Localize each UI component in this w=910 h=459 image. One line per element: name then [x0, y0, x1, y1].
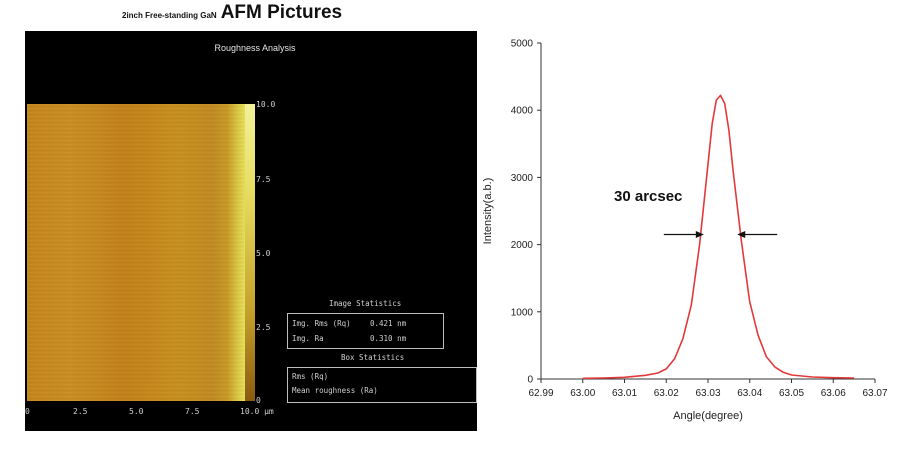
x-tick-label: 63.01 — [612, 388, 637, 399]
x-tick-label: 63.00 — [570, 388, 595, 399]
image-stats-box — [287, 313, 444, 349]
x-tick-label: 63.05 — [779, 388, 804, 399]
y-tick-label: 3000 — [511, 173, 534, 184]
x-tick-label: 63.06 — [821, 388, 846, 399]
afm-x-tick: 7.5 — [185, 407, 200, 416]
chart-ticks: 62.99 63.00 63.01 63.02 63.03 63.04 63.05 63.06… — [511, 39, 888, 400]
fwhm-right-arrow-head — [737, 231, 746, 239]
y-tick-label: 4000 — [511, 106, 534, 117]
title-main: AFM Pictures — [220, 2, 343, 23]
afm-panel: Roughness Analysis 10.0 7.5 5.0 2.5 0 0 … — [25, 31, 477, 431]
title-prefix: 2inch Free-standing GaN — [122, 11, 217, 20]
afm-x-tick: 0 — [25, 407, 30, 416]
rms-value: 0.421 nm — [370, 319, 407, 328]
fwhm-left-arrow-head — [695, 231, 704, 239]
afm-x-tick: 2.5 — [73, 407, 88, 416]
afm-height-image — [27, 104, 245, 401]
afm-colorbar — [245, 104, 255, 401]
page-title: 2inch Free-standing GaN AFM Pictures — [122, 2, 342, 28]
colorbar-tick: 0 — [256, 396, 261, 405]
annotation-label: 30 arcsec — [614, 188, 682, 205]
chart-annotation — [663, 231, 778, 239]
colorbar-tick: 10.0 — [256, 100, 276, 109]
y-tick-label: 0 — [527, 375, 533, 386]
chart-axes — [540, 43, 875, 380]
x-tick-label: 63.04 — [737, 388, 762, 399]
colorbar-tick: 5.0 — [256, 249, 271, 258]
rms-label: Img. Rms (Rq) — [292, 319, 351, 328]
y-tick-label: 1000 — [511, 307, 534, 318]
y-tick-label: 5000 — [511, 39, 534, 50]
x-tick-label: 63.02 — [654, 388, 679, 399]
x-tick-label: 62.99 — [528, 388, 553, 399]
y-tick-label: 2000 — [511, 240, 534, 251]
box-stats-title: Box Statistics — [341, 353, 405, 362]
x-tick-label: 63.07 — [862, 388, 887, 399]
x-tick-label: 63.03 — [695, 388, 720, 399]
box-rms-label: Rms (Rq) — [292, 372, 329, 381]
x-axis-label: Angle(degree) — [673, 410, 743, 422]
ra-label: Img. Ra — [292, 334, 324, 343]
chart-series-group — [582, 94, 855, 380]
colorbar-tick: 7.5 — [256, 175, 271, 184]
afm-title: Roughness Analysis — [214, 43, 296, 53]
box-mean-label: Mean roughness (Ra) — [292, 386, 378, 395]
image-stats-title: Image Statistics — [329, 299, 402, 308]
xrd-rocking-curve-chart: 62.99 63.00 63.01 63.02 63.03 63.04 63.05 63.06… — [482, 39, 888, 423]
ra-value: 0.310 nm — [370, 334, 407, 343]
box-stats-box — [287, 367, 477, 403]
afm-x-tick: 5.0 — [129, 407, 144, 416]
series-line — [582, 94, 855, 380]
y-axis-label: Intensity(a.b.) — [482, 178, 494, 245]
colorbar-tick: 2.5 — [256, 323, 271, 332]
afm-x-tick: 10.0 µm — [240, 407, 274, 416]
